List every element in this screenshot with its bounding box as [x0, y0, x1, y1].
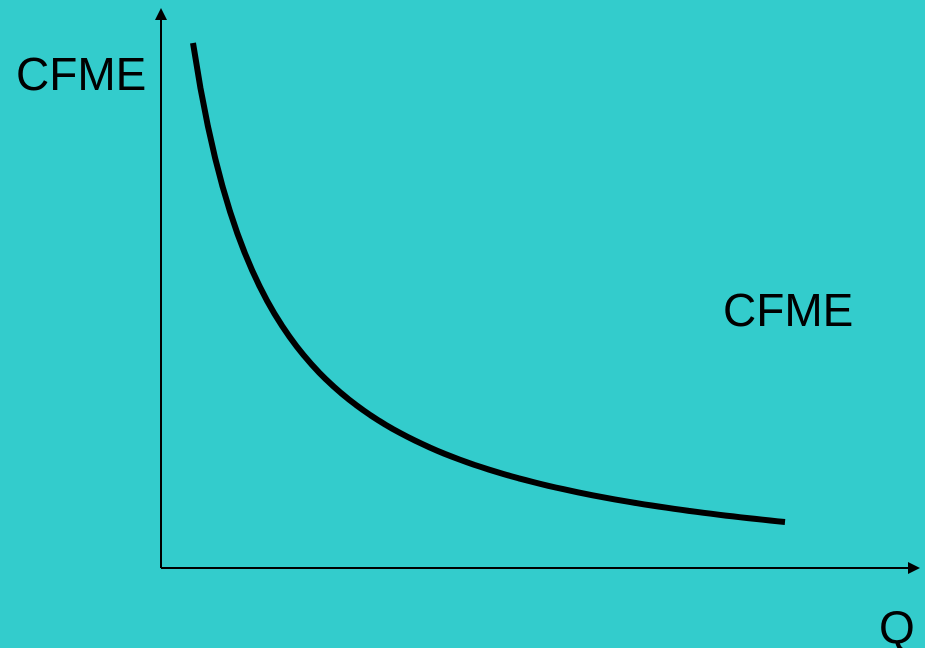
y-axis-label: CFME — [16, 48, 146, 100]
curve-label: CFME — [723, 284, 853, 336]
x-axis-label: Q — [879, 601, 915, 648]
cfme-curve — [190, 42, 786, 525]
